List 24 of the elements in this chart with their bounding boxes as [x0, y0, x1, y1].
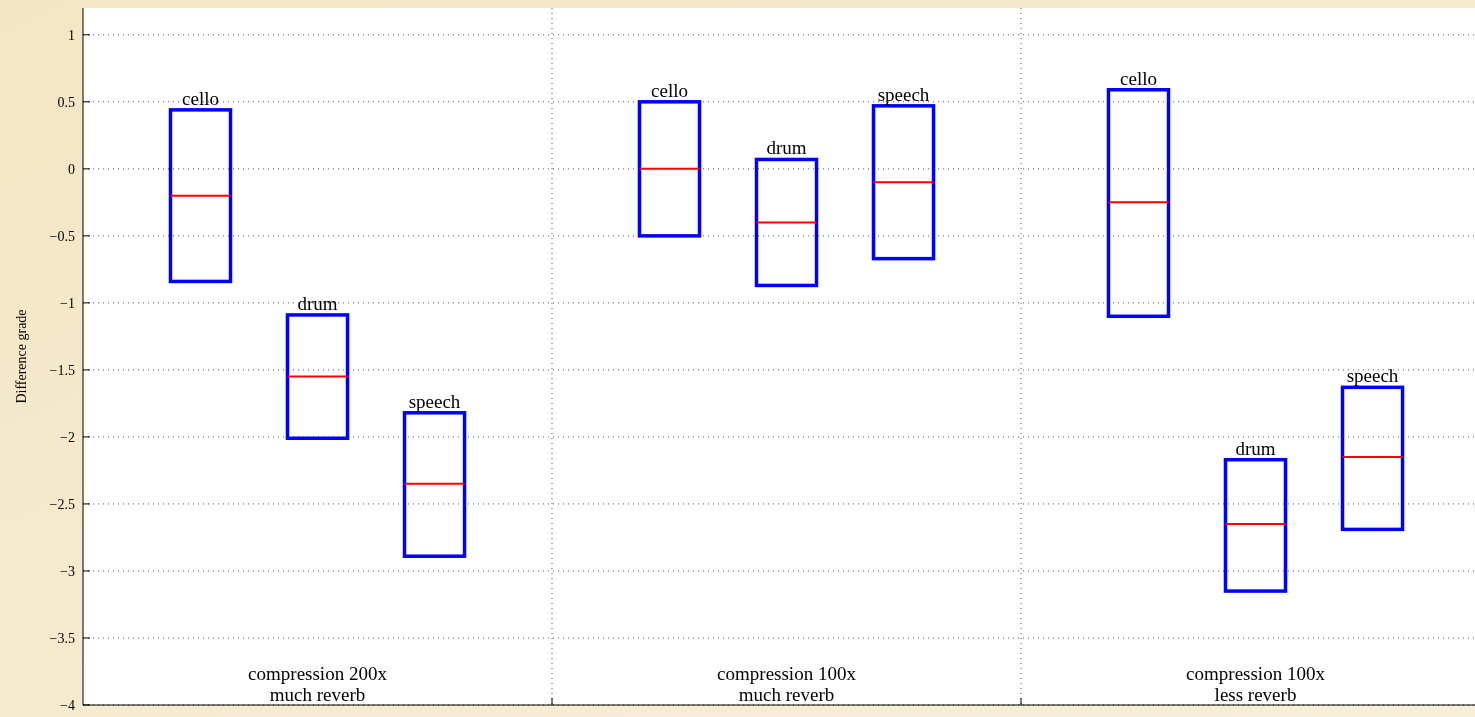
y-tick-label: −1 [60, 295, 75, 311]
x-tick-label: compression 200x much reverb [248, 663, 388, 705]
y-axis-title: Difference grade [14, 309, 29, 404]
text: cello [1120, 67, 1157, 89]
text: drum [766, 137, 807, 159]
y-tick-label: −3.5 [49, 630, 75, 646]
text: speech [1346, 365, 1399, 387]
series-label: speech [408, 390, 461, 412]
x-tick-label: compression 100x less reverb [1186, 663, 1326, 705]
series-label: drum [297, 292, 338, 314]
y-tick-label: −2.5 [49, 496, 75, 512]
y-tick-label: −2 [60, 429, 75, 445]
text: drum [1235, 437, 1276, 459]
y-tick-label: −0.5 [49, 228, 75, 244]
x-tick-label: compression 100x much reverb [717, 663, 857, 705]
text: cello [651, 79, 688, 101]
text: speech [877, 83, 930, 105]
y-tick-label: −3 [60, 563, 75, 579]
y-tick-label: −1.5 [49, 362, 75, 378]
series-label: cello [182, 87, 219, 109]
y-tick-label: −4 [60, 697, 75, 713]
y-tick-label: 0.5 [57, 94, 75, 110]
y-tick-label: 1 [68, 27, 75, 43]
y-tick-label: 0 [68, 161, 75, 177]
